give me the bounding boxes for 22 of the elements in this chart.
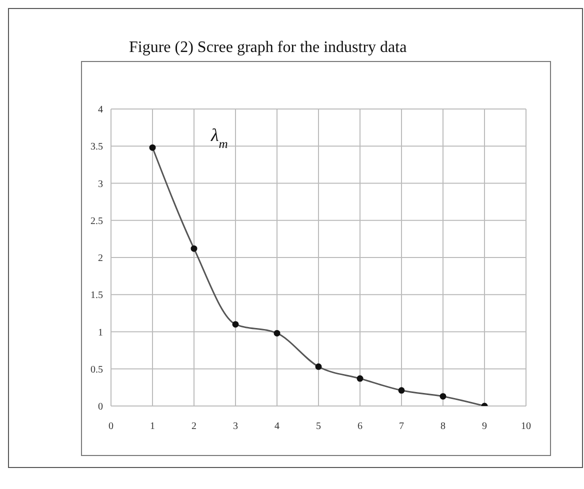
y-tick-label: 2.5 bbox=[90, 216, 103, 227]
y-tick-label: 1 bbox=[98, 327, 103, 338]
x-tick-label: 7 bbox=[399, 421, 404, 432]
y-tick-label: 1.5 bbox=[90, 290, 103, 302]
y-tick-label: 4 bbox=[98, 104, 103, 116]
y-tick-label: 0.5 bbox=[90, 364, 103, 376]
x-tick-label: 4 bbox=[274, 421, 280, 432]
x-tick-label: 2 bbox=[192, 421, 196, 432]
x-tick-label: 1 bbox=[150, 421, 155, 432]
x-tick-label: 3 bbox=[233, 421, 238, 432]
y-tick-label: 3 bbox=[98, 178, 103, 190]
x-tick-label: 9 bbox=[482, 421, 487, 432]
chart-title: Figure (2) Scree graph for the industry data bbox=[129, 39, 407, 57]
y-tick-label: 3.5 bbox=[90, 142, 103, 153]
y-tick-label: 2 bbox=[98, 253, 103, 264]
x-tick-label: 10 bbox=[521, 421, 531, 432]
y-tick-label: 0 bbox=[98, 402, 103, 413]
x-tick-label: 0 bbox=[108, 421, 114, 432]
x-tick-label: 5 bbox=[316, 421, 321, 432]
x-tick-label: 6 bbox=[358, 421, 362, 432]
x-tick-label: 8 bbox=[440, 421, 446, 432]
annotation: λ$_{m}$ bbox=[210, 125, 228, 151]
